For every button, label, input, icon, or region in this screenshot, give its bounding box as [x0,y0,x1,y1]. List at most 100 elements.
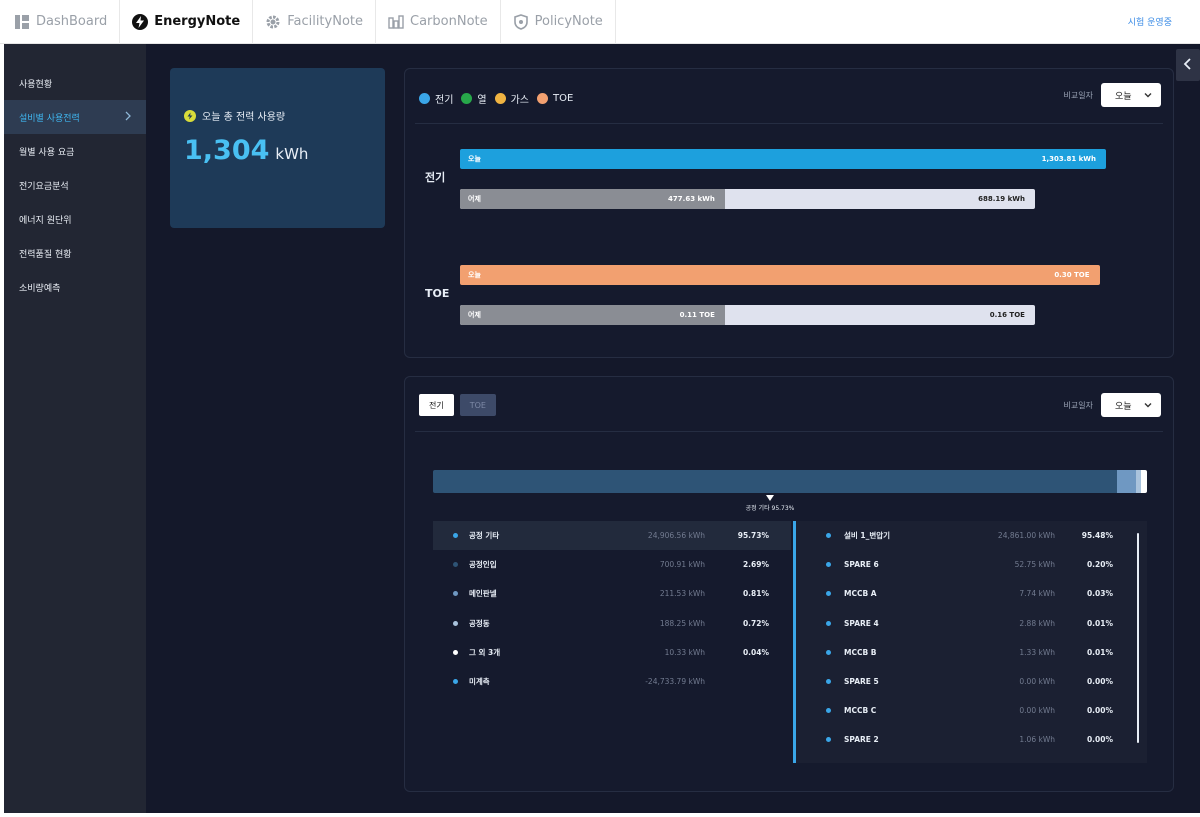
stack-segment[interactable] [433,470,1117,493]
total-usage-unit: kWh [275,145,309,163]
row-dot [453,591,458,597]
legend-item-heat[interactable]: 열 [461,91,487,106]
panel-collapse-button[interactable] [1176,49,1200,81]
row-dot [826,591,831,597]
comparison-panel: 전기 열 가스 TOE 비교일자 오늘 전기 오늘 1,303.81 kWh 어… [404,68,1174,358]
lightning-icon [184,109,196,122]
row-percent: 0.81% [742,589,769,599]
row-dot [453,533,458,539]
stack-segment[interactable] [1116,470,1136,493]
sidebar-item-power-quality[interactable]: 전력품질 현황 [4,236,146,270]
tab-electricity[interactable]: 전기 [419,394,454,416]
row-name: MCCB C [844,706,877,716]
compare-date-label: 비교일자 [1063,90,1093,100]
chevron-down-icon [1143,90,1153,100]
app-frame: 사용현황 설비별 사용전력 월별 사용 요금 전기요금분석 에너지 원단위 전력… [4,44,1200,813]
compare-date-value: 오늘 [1115,401,1132,412]
row-percent: 95.73% [737,531,769,541]
sidebar-item-usage-status[interactable]: 사용현황 [4,66,146,100]
sidebar-item-facility-power[interactable]: 설비별 사용전력 [4,100,146,134]
remainder-value: 0.16 TOE [989,311,1025,319]
category-row[interactable]: 그 외 3개 10.33 kWh 0.04% [433,638,791,667]
stack-segment[interactable] [1135,470,1142,493]
row-percent: 2.69% [742,560,769,570]
total-usage-value-row: 1,304 kWh [184,135,385,166]
row-percent: 0.00% [1086,706,1113,716]
legend-label: 열 [477,95,487,106]
row-value: 700.91 kWh [659,560,705,570]
share-marker-label: 공정 기타 95.73% [745,505,795,512]
row-percent: 0.20% [1086,560,1113,570]
row-percent: 0.72% [742,618,769,628]
today-bar-electricity[interactable]: 오늘 1,303.81 kWh [460,149,1106,169]
facility-row[interactable]: SPARE 5 0.00 kWh 0.00% [796,667,1147,696]
row-value: 211.53 kWh [659,589,705,599]
bar-label: 어제 [468,195,481,203]
legend-item-electricity[interactable]: 전기 [419,91,453,106]
sidebar-item-label: 설비별 사용전력 [19,113,80,124]
nav-tab-label: DashBoard [36,14,108,29]
category-row[interactable]: 공정 기타 24,906.56 kWh 95.73% [433,521,791,551]
yesterday-fill-toe: 어제 0.11 TOE [460,305,725,325]
row-percent: 0.00% [1086,677,1113,687]
yesterday-bar-electricity[interactable]: 어제 477.63 kWh 688.19 kWh [460,189,1035,209]
compare-date-select[interactable]: 오늘 [1101,393,1161,417]
row-percent: 0.01% [1086,618,1113,628]
stack-segment[interactable] [1141,470,1147,493]
sidebar-item-label: 전기요금분석 [19,181,69,192]
sidebar-item-energy-unit[interactable]: 에너지 원단위 [4,202,146,236]
sidebar-item-monthly-fee[interactable]: 월별 사용 요금 [4,134,146,168]
row-value: -24,733.79 kWh [645,677,705,687]
row-percent: 0.04% [742,647,769,657]
row-value: 1.06 kWh [1019,735,1055,745]
sidebar-item-label: 소비량예측 [19,283,61,294]
sidebar-item-fee-analysis[interactable]: 전기요금분석 [4,168,146,202]
row-percent: 95.48% [1081,531,1113,541]
top-nav: DashBoard EnergyNote FacilityNote Carbon… [0,0,1200,44]
row-name: 그 외 3개 [469,647,501,657]
facility-row[interactable]: MCCB B 1.33 kWh 0.01% [796,638,1147,667]
yesterday-bar-toe[interactable]: 어제 0.11 TOE 0.16 TOE [460,305,1035,325]
row-value: 52.75 kWh [1014,560,1055,570]
sidebar-item-consumption-forecast[interactable]: 소비량예측 [4,270,146,304]
row-value: 24,906.56 kWh [647,531,705,541]
total-usage-label-row: 오늘 총 전력 사용량 [184,108,385,123]
facility-row[interactable]: SPARE 4 2.88 kWh 0.01% [796,609,1147,638]
row-percent: 0.00% [1086,735,1113,745]
compare-date-control: 비교일자 오늘 [1064,83,1161,107]
legend-item-toe[interactable]: TOE [537,93,573,104]
nav-tab-policynote[interactable]: PolicyNote [501,0,616,44]
facility-list-scrollbar[interactable] [1137,533,1139,743]
nav-tab-carbonnote[interactable]: CarbonNote [376,0,501,44]
row-name: SPARE 6 [844,560,879,570]
compare-date-select[interactable]: 오늘 [1101,83,1161,107]
facility-row[interactable]: MCCB A 7.74 kWh 0.03% [796,579,1147,608]
sidebar-item-label: 월별 사용 요금 [19,147,75,158]
remainder-value: 688.19 kWh [978,195,1025,203]
category-row[interactable]: 메인판넬 211.53 kWh 0.81% [433,579,791,608]
category-row[interactable]: 미계측 -24,733.79 kWh [433,667,791,696]
category-row[interactable]: 공정인입 700.91 kWh 2.69% [433,550,791,579]
share-stacked-bar[interactable] [433,470,1147,493]
facility-row[interactable]: SPARE 6 52.75 kWh 0.20% [796,550,1147,579]
facility-list-rows: 설비 1_변압기 24,861.00 kWh 95.48% SPARE 6 52.75 … [796,521,1147,755]
today-bar-toe[interactable]: 오늘 0.30 TOE [460,265,1100,285]
facility-row[interactable]: SPARE 2 1.06 kWh 0.00% [796,725,1147,754]
legend-item-gas[interactable]: 가스 [494,91,529,106]
operation-status-link[interactable]: 시험 운영중 [1127,18,1172,28]
chevron-right-icon [122,110,134,122]
bar-label: 어제 [468,311,481,319]
row-dot [826,649,831,655]
nav-tab-label: CarbonNote [410,14,488,29]
shield-icon [513,13,529,30]
row-dot [453,679,458,685]
nav-tab-energynote[interactable]: EnergyNote [120,0,254,44]
compare-date-value: 오늘 [1115,91,1132,102]
category-row[interactable]: 공정동 188.25 kWh 0.72% [433,609,791,638]
tab-toe[interactable]: TOE [459,394,496,416]
facility-row[interactable]: 설비 1_변압기 24,861.00 kWh 95.48% [796,521,1147,550]
nav-tab-dashboard[interactable]: DashBoard [0,0,121,44]
nav-tab-facilitynote[interactable]: FacilityNote [253,0,377,44]
row-name: 메인판넬 [469,589,497,599]
facility-row[interactable]: MCCB C 0.00 kWh 0.00% [796,696,1147,725]
